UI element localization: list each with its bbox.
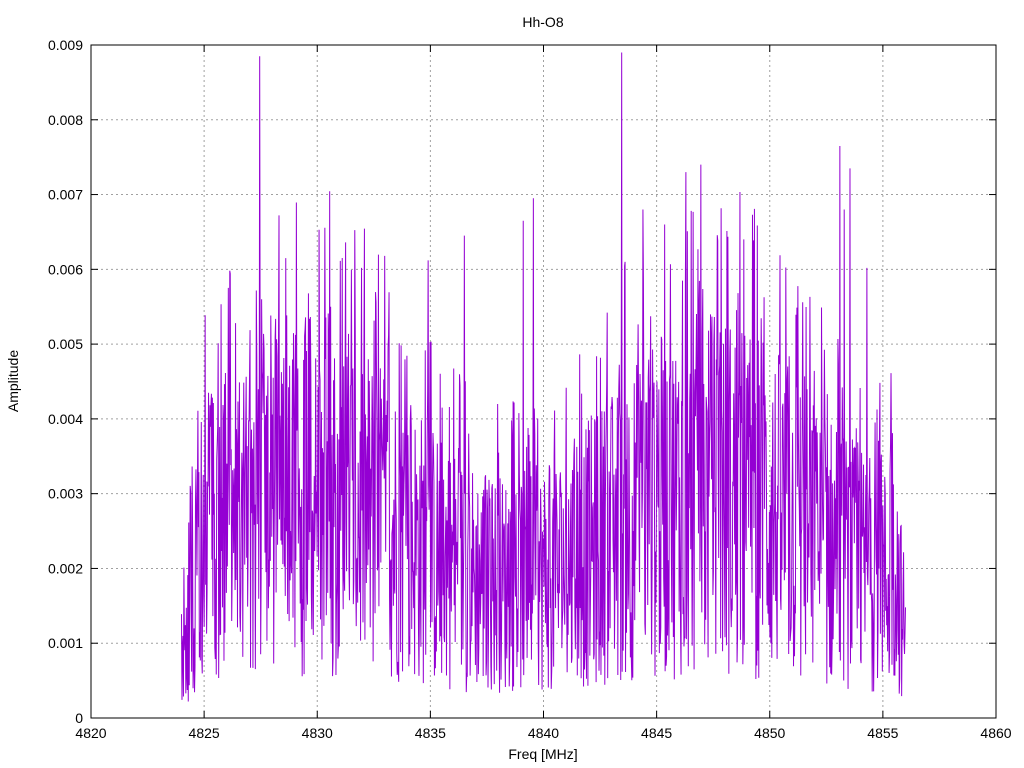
x-tick-label: 4855 bbox=[867, 725, 898, 741]
y-tick-label: 0.007 bbox=[48, 187, 83, 203]
y-tick-label: 0.008 bbox=[48, 112, 83, 128]
chart-title: Hh-O8 bbox=[522, 14, 563, 30]
y-tick-label: 0.002 bbox=[48, 560, 83, 576]
x-tick-label: 4825 bbox=[189, 725, 220, 741]
x-tick-label: 4840 bbox=[528, 725, 559, 741]
x-axis-label: Freq [MHz] bbox=[508, 746, 577, 762]
axis-ticks bbox=[90, 44, 997, 719]
x-tick-label: 4830 bbox=[302, 725, 333, 741]
x-tick-label: 4860 bbox=[980, 725, 1011, 741]
y-axis-tick-labels: 0 0.001 0.002 0.003 0.004 0.005 0.006 0.007 0.00… bbox=[48, 37, 83, 726]
spectrum-line bbox=[181, 52, 906, 702]
x-tick-label: 4835 bbox=[415, 725, 446, 741]
y-tick-label: 0.004 bbox=[48, 411, 83, 427]
x-tick-label: 4850 bbox=[754, 725, 785, 741]
y-tick-label: 0.009 bbox=[48, 37, 83, 53]
y-tick-label: 0.001 bbox=[48, 635, 83, 651]
y-axis-label: Amplitude bbox=[5, 350, 21, 412]
x-axis-tick-labels: 4820 4825 4830 4835 4840 4845 4850 4855 4860 bbox=[75, 725, 1011, 741]
y-tick-label: 0.006 bbox=[48, 261, 83, 277]
data-series bbox=[181, 52, 906, 702]
x-tick-label: 4845 bbox=[641, 725, 672, 741]
y-tick-label: 0.005 bbox=[48, 336, 83, 352]
y-tick-label: 0.003 bbox=[48, 486, 83, 502]
x-tick-label: 4820 bbox=[75, 725, 106, 741]
y-tick-label: 0 bbox=[75, 710, 83, 726]
